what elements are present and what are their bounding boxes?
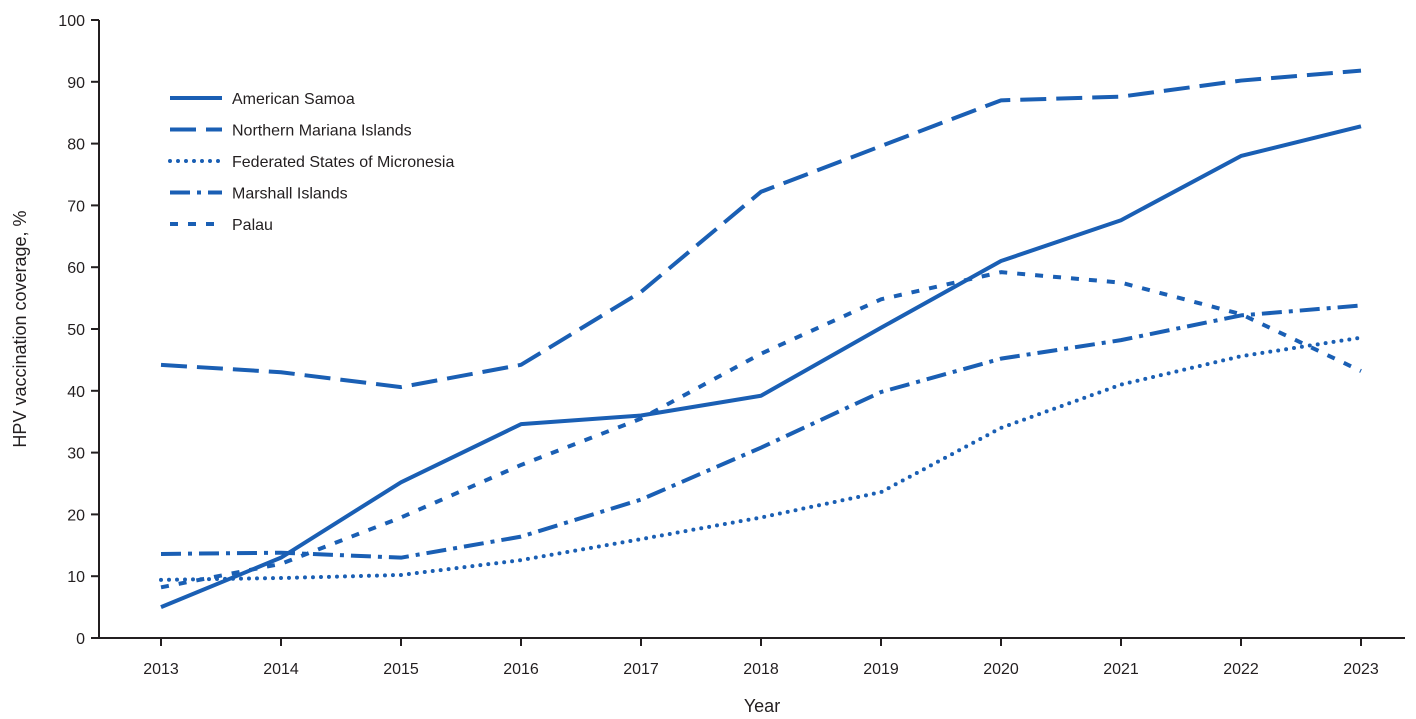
y-tick-label: 50 xyxy=(67,322,85,339)
y-tick-label: 40 xyxy=(67,384,85,401)
series-line-american-samoa xyxy=(160,124,1362,609)
y-tick-label: 70 xyxy=(67,198,85,215)
x-tick-label: 2023 xyxy=(1343,661,1379,678)
series-line-northern-mariana-islands xyxy=(160,68,1362,390)
x-tick-label: 2018 xyxy=(743,661,779,678)
y-axis-title: HPV vaccination coverage, % xyxy=(10,210,30,447)
x-ticks: 2013 2014 2015 2016 2017 2018 2019 2020 2021 2022… xyxy=(143,638,1379,678)
x-tick-label: 2020 xyxy=(983,661,1019,678)
series-line-palau xyxy=(160,270,1362,590)
x-tick-label: 2017 xyxy=(623,661,659,678)
y-tick-label: 100 xyxy=(58,13,85,30)
x-tick-label: 2013 xyxy=(143,661,179,678)
x-tick-label: 2016 xyxy=(503,661,539,678)
x-tick-label: 2019 xyxy=(863,661,899,678)
legend-label: Marshall Islands xyxy=(232,186,348,203)
x-tick-label: 2022 xyxy=(1223,661,1259,678)
x-tick-label: 2014 xyxy=(263,661,299,678)
axes xyxy=(98,20,1405,639)
legend-label: Northern Mariana Islands xyxy=(232,123,412,140)
y-tick-label: 20 xyxy=(67,507,85,524)
legend: American Samoa Northern Mariana Islands Fe… xyxy=(168,91,454,234)
x-axis-title: Year xyxy=(744,696,780,716)
series-line-marshall-islands xyxy=(160,303,1362,560)
y-tick-label: 10 xyxy=(67,569,85,586)
legend-label: American Samoa xyxy=(232,91,355,108)
x-tick-label: 2021 xyxy=(1103,661,1139,678)
y-tick-label: 30 xyxy=(67,446,85,463)
y-ticks: 0 10 20 30 40 50 60 70 80 90 100 xyxy=(58,13,99,648)
y-tick-label: 80 xyxy=(67,137,85,154)
series-lines xyxy=(159,68,1363,609)
series-line-federated-states-of-micronesia xyxy=(159,335,1363,582)
y-tick-label: 90 xyxy=(67,75,85,92)
y-tick-label: 60 xyxy=(67,260,85,277)
y-tick-label: 0 xyxy=(76,631,85,648)
legend-label: Federated States of Micronesia xyxy=(232,154,454,171)
legend-label: Palau xyxy=(232,217,273,234)
x-tick-label: 2015 xyxy=(383,661,419,678)
